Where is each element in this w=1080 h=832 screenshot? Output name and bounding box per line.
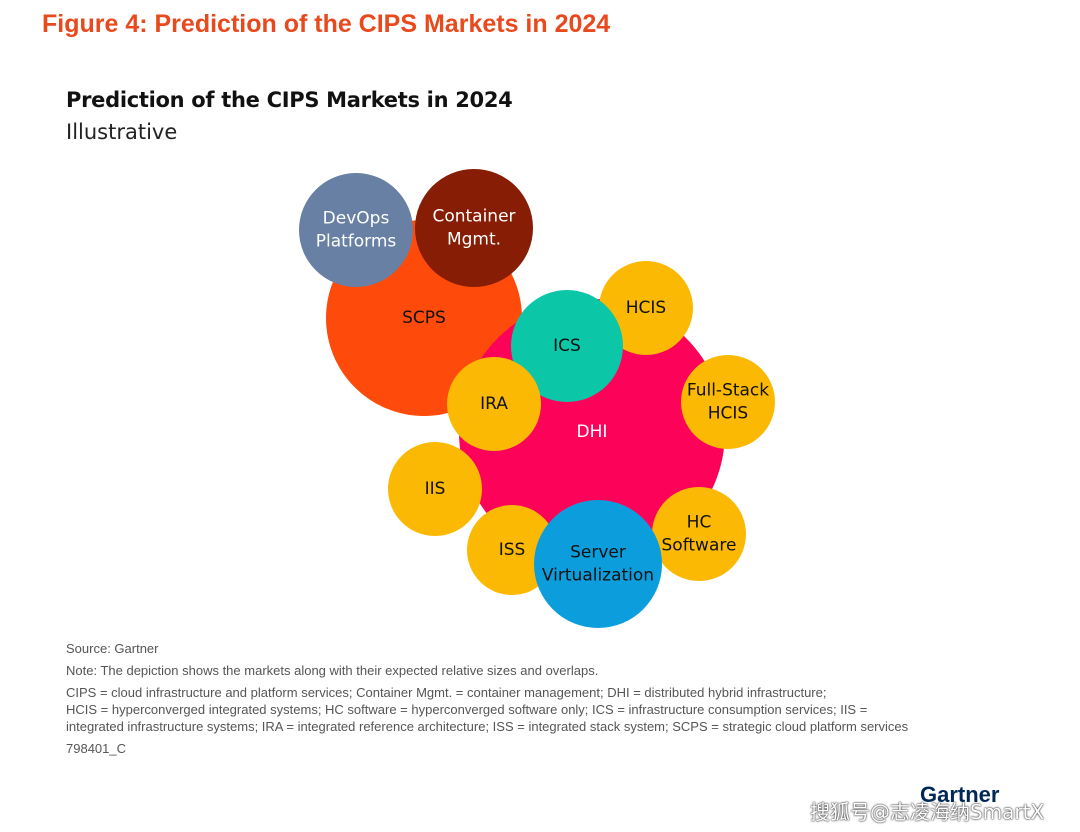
bubble-circle-fullstack — [681, 355, 775, 449]
abbreviations-line-1: CIPS = cloud infrastructure and platform… — [66, 685, 827, 700]
bubble-label-hcsoft: Software — [662, 536, 737, 556]
bubble-circle-ira — [447, 357, 541, 451]
bubble-ics: ICS — [511, 290, 623, 402]
bubble-circle-ics — [511, 290, 623, 402]
bubble-circle-iis — [388, 442, 482, 536]
bubble-label-iss: ISS — [499, 540, 526, 560]
document-id: 798401_C — [66, 741, 126, 756]
depiction-note: Note: The depiction shows the markets al… — [66, 663, 599, 678]
bubble-iis: IIS — [388, 442, 482, 536]
bubble-devops: DevOps Platforms — [299, 173, 413, 287]
bubble-label-container: Mgmt. — [447, 230, 501, 250]
chart-subtitle: Illustrative — [66, 120, 178, 144]
bubble-label-ira: IRA — [480, 394, 508, 414]
bubble-label-servervirt: Server — [570, 543, 626, 563]
bubble-container: Container Mgmt. — [415, 169, 533, 287]
abbreviations-line-2: HCIS = hyperconverged integrated systems… — [66, 702, 868, 717]
abbreviations-line-3: integrated infrastructure systems; IRA =… — [66, 719, 909, 734]
bubble-circle-servervirt — [534, 500, 662, 628]
bubble-servervirt: Server Virtualization — [534, 500, 662, 628]
bubble-circle-hcsoft — [652, 487, 746, 581]
chart-title: Prediction of the CIPS Markets in 2024 — [66, 88, 513, 112]
bubble-label-container: Container — [432, 207, 515, 227]
bubble-label-ics: ICS — [553, 336, 581, 356]
bubble-label-iis: IIS — [425, 479, 446, 499]
bubble-label-hcis: HCIS — [626, 298, 666, 318]
bubble-label-devops: Platforms — [316, 232, 397, 252]
bubble-circle-hcis — [599, 261, 693, 355]
bubble-hcis: HCIS — [599, 261, 693, 355]
bubble-circle-iss — [467, 505, 557, 595]
bubble-circle-devops — [299, 173, 413, 287]
gartner-logo: Gartner — [920, 782, 1000, 807]
watermark-text: 搜狐号@志凌海纳SmartX — [810, 800, 1045, 824]
bubble-label-fullstack: Full-Stack — [687, 381, 769, 401]
bubble-label-fullstack: HCIS — [708, 404, 748, 424]
bubble-label-devops: DevOps — [323, 209, 390, 229]
notes-block: Source: Gartner Note: The depiction show… — [66, 640, 1026, 757]
source-note: Source: Gartner — [66, 641, 159, 656]
bubble-label-dhi: DHI — [577, 422, 608, 442]
bubble-diagram: SCPSDHIDevOpsPlatformsContainerMgmt.HCIS… — [299, 169, 775, 628]
bubble-fullstack: Full-Stack HCIS — [681, 355, 775, 449]
bubble-circle-container — [415, 169, 533, 287]
figure-title: Figure 4: Prediction of the CIPS Markets… — [42, 10, 611, 38]
bubble-label-scps: SCPS — [402, 308, 446, 328]
bubble-ira: IRA — [447, 357, 541, 451]
bubble-iss: ISS — [467, 505, 557, 595]
bubble-label-hcsoft: HC — [687, 513, 712, 533]
bubble-label-servervirt: Virtualization — [542, 566, 654, 586]
bubble-hcsoft: HC Software — [652, 487, 746, 581]
